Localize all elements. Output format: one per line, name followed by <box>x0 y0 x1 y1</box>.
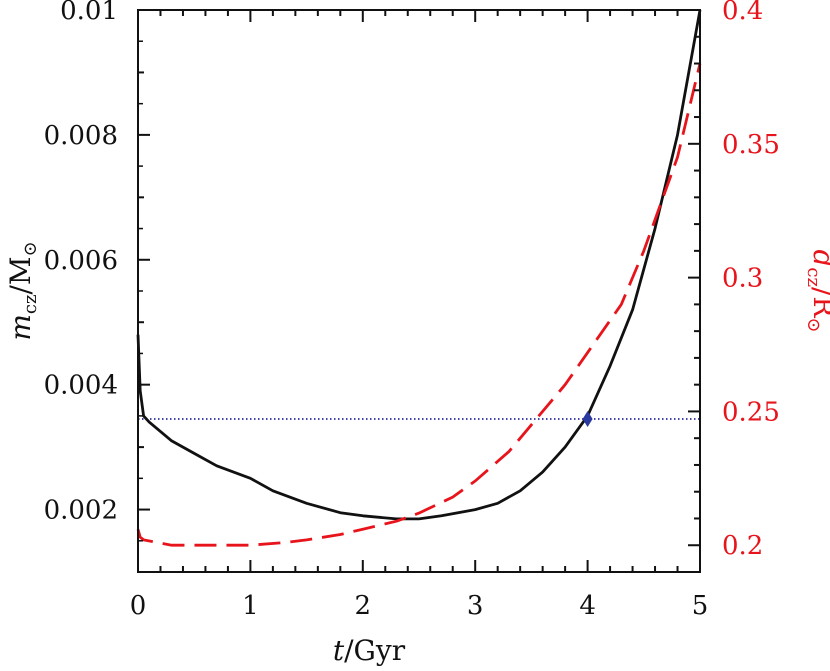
y-right-tick-label: 0.25 <box>722 397 780 427</box>
y-left-tick-label: 0.002 <box>44 496 118 526</box>
y-axis-right-title: dcz/R⊙ <box>803 249 830 332</box>
y-left-tick-label: 0.008 <box>44 121 118 151</box>
y-right-tick-label: 0.4 <box>722 0 763 26</box>
series-line-d-cz <box>136 63 702 547</box>
y-right-tick-label: 0.3 <box>722 264 763 294</box>
y-right-tick-label: 0.2 <box>722 531 763 561</box>
x-tick-label: 3 <box>467 591 484 621</box>
x-tick-label: 2 <box>355 591 372 621</box>
diamond-marker <box>582 411 593 428</box>
y-left-tick-label: 0.01 <box>60 0 118 26</box>
series-line-m-cz <box>136 9 702 521</box>
plot-frame <box>137 9 701 573</box>
y-left-tick-label: 0.004 <box>44 371 118 401</box>
y-axis-left-title: mcz/M⊙ <box>4 241 41 340</box>
x-tick-label: 5 <box>692 591 709 621</box>
x-tick-label: 0 <box>130 591 147 621</box>
y-left-tick-label: 0.006 <box>44 246 118 276</box>
x-tick-label: 1 <box>242 591 259 621</box>
x-tick-label: 4 <box>579 591 596 621</box>
x-axis-title: t/Gyr <box>333 634 406 667</box>
y-right-tick-label: 0.35 <box>722 130 780 160</box>
